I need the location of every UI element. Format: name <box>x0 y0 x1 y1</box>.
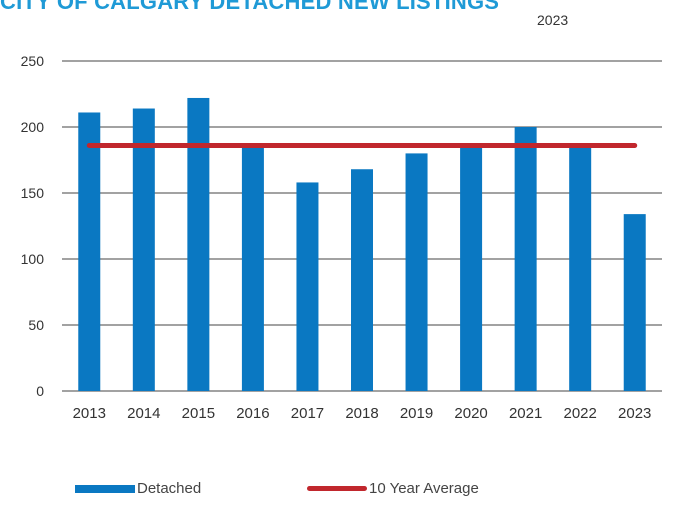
y-tick-label: 0 <box>36 383 44 399</box>
x-tick-label: 2017 <box>291 405 324 422</box>
y-tick-label: 100 <box>21 251 45 267</box>
bar <box>351 169 373 391</box>
bars <box>78 97 646 392</box>
bar-chart: 0 50 100 150 200 250 2013 2014 2015 2016 2017 2018… <box>21 53 662 422</box>
legend: Detached 10 Year Average <box>0 480 680 506</box>
bar <box>187 97 210 392</box>
legend-item-detached: Detached <box>75 480 201 497</box>
chart-subtitle: 2023 <box>537 12 569 28</box>
bar <box>132 108 155 392</box>
x-tick-label: 2013 <box>73 405 106 422</box>
y-tick-label: 150 <box>21 185 45 201</box>
y-tick-label: 50 <box>28 317 44 333</box>
x-tick-label: 2015 <box>182 405 215 422</box>
legend-swatch-detached <box>75 484 135 493</box>
bar <box>460 145 483 391</box>
x-tick-label: 2023 <box>618 405 651 422</box>
x-tick-label: 2019 <box>400 405 433 422</box>
legend-label-detached: Detached <box>137 480 202 497</box>
bar <box>296 182 319 391</box>
legend-item-10-year-average: 10 Year Average <box>307 480 479 497</box>
y-tick-label: 250 <box>21 53 45 69</box>
x-tick-label: 2014 <box>127 405 160 422</box>
legend-label-10-year-average: 10 Year Average <box>369 480 479 497</box>
x-tick-label: 2022 <box>563 405 596 422</box>
legend-swatch-10-year-average <box>307 486 367 491</box>
y-axis-ticks: 0 50 100 150 200 250 <box>21 53 45 399</box>
x-tick-label: 2018 <box>345 405 378 422</box>
bar <box>241 145 264 391</box>
bar <box>569 145 592 391</box>
y-tick-label: 200 <box>21 119 45 135</box>
chart-title: CITY OF CALGARY DETACHED NEW LISTINGS <box>0 0 500 14</box>
bar <box>78 112 101 391</box>
x-tick-label: 2020 <box>454 405 487 422</box>
bar <box>405 153 428 391</box>
x-axis-ticks: 2013 2014 2015 2016 2017 2018 2019 2020 2021 2022… <box>73 405 652 422</box>
x-tick-label: 2021 <box>509 405 542 422</box>
x-tick-label: 2016 <box>236 405 269 422</box>
bar <box>514 127 537 391</box>
bar <box>623 214 646 391</box>
